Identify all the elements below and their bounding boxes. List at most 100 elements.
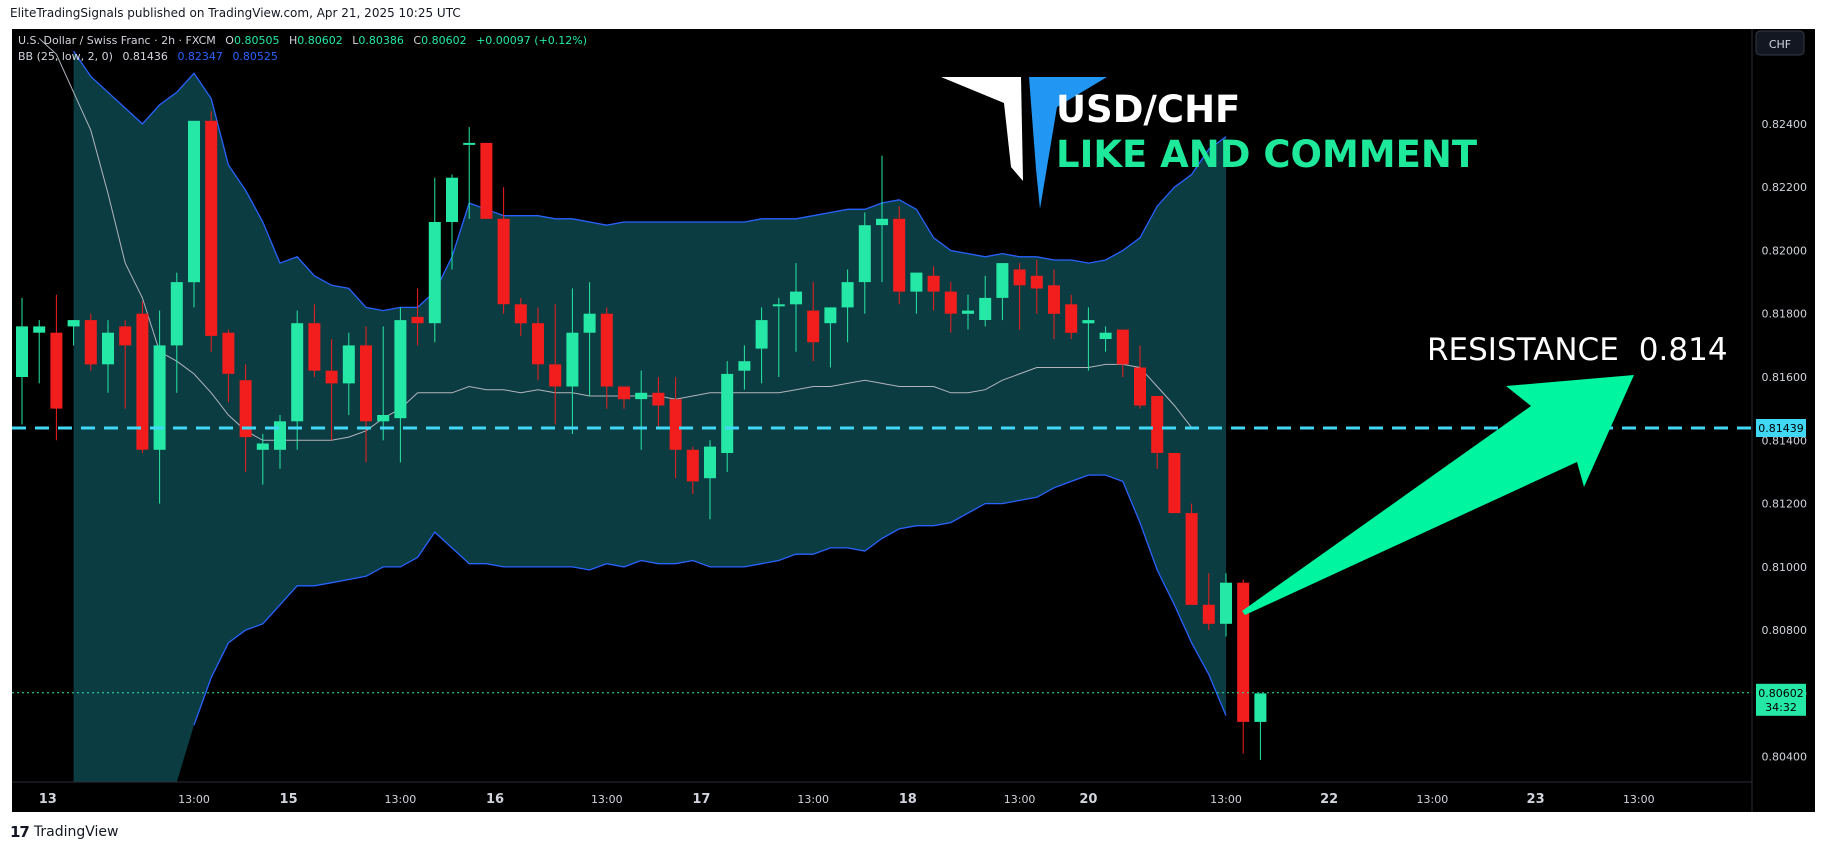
- candle-body: [1202, 604, 1215, 624]
- candle: [119, 320, 132, 409]
- footer-brand: 17 TradingView: [10, 823, 118, 841]
- candle: [1082, 307, 1095, 371]
- candle-body: [256, 443, 269, 450]
- time-tick-3: 13:00: [385, 793, 417, 806]
- candle: [1099, 326, 1112, 352]
- candle-body: [962, 310, 974, 314]
- candle-body: [600, 313, 613, 387]
- legend-bb-lower: 0.80525: [232, 50, 278, 63]
- time-tick-4: 16: [486, 792, 504, 807]
- candle-body: [755, 320, 768, 349]
- time-tick-12: 22: [1320, 792, 1338, 807]
- legend-bb-label: BB (25, low, 2, 0): [18, 50, 113, 63]
- candle: [463, 127, 476, 219]
- pair-title: USD/CHF: [1056, 88, 1240, 131]
- candle: [325, 339, 338, 441]
- bb-upper-line: [73, 50, 1227, 312]
- time-tick-15: 13:00: [1623, 793, 1655, 806]
- candle-body: [205, 120, 218, 336]
- trend-arrow-icon: [1242, 375, 1634, 615]
- candle: [1237, 579, 1250, 754]
- candle: [256, 434, 269, 485]
- legend-l-label: L: [352, 34, 359, 47]
- candle-body: [1151, 396, 1164, 453]
- price-tick-0.82200: 0.82200: [1762, 181, 1808, 194]
- candle: [428, 177, 441, 343]
- candle-body: [1030, 275, 1043, 289]
- candle-body: [618, 386, 630, 400]
- resistance-price-label: 0.81439: [1756, 419, 1806, 437]
- tradingview-logo-icon: 17: [10, 823, 30, 841]
- price-tick-0.81400: 0.81400: [1762, 434, 1808, 447]
- candle-body: [514, 304, 527, 324]
- candle-body: [119, 326, 132, 346]
- time-tick-7: 13:00: [797, 793, 829, 806]
- time-tick-6: 17: [692, 792, 710, 807]
- candle: [824, 307, 837, 368]
- candle-body: [463, 142, 476, 145]
- candle-body: [790, 291, 802, 305]
- candle: [635, 370, 648, 450]
- candle-body: [738, 361, 751, 371]
- price-tick-0.82000: 0.82000: [1762, 245, 1808, 258]
- candle-body: [549, 364, 562, 387]
- candle-body: [428, 222, 441, 324]
- chart-svg[interactable]: 0.82400 0.82200 0.82000 0.81800 0.81600 0.814…: [12, 29, 1815, 812]
- candle: [411, 288, 424, 346]
- candle-body: [377, 415, 390, 422]
- candle-body: [876, 218, 888, 226]
- candle: [876, 155, 888, 283]
- currency-label: CHF: [1769, 38, 1791, 51]
- candle: [1151, 396, 1164, 469]
- candle-body: [1048, 285, 1060, 314]
- publisher-logo-icon: [941, 77, 1107, 209]
- candle-body: [188, 120, 200, 283]
- candle: [1048, 269, 1060, 340]
- bb-basis-line: [38, 38, 1192, 441]
- candle: [858, 212, 871, 314]
- candle-body: [102, 332, 114, 365]
- candle: [669, 377, 682, 479]
- candle: [67, 320, 80, 346]
- candle: [1134, 345, 1146, 409]
- candle-body: [222, 332, 235, 374]
- legend-line-2: BB (25, low, 2, 0) 0.81436 0.82347 0.805…: [18, 50, 278, 63]
- candle-body: [1082, 320, 1095, 324]
- candle: [1013, 263, 1026, 330]
- candle: [342, 332, 355, 415]
- candle-body: [841, 282, 854, 308]
- annotations: [12, 375, 1752, 694]
- legend-symbol: U.S. Dollar / Swiss Franc · 2h · FXCM: [18, 34, 216, 47]
- candle: [497, 187, 510, 314]
- candles[interactable]: [16, 111, 1267, 760]
- candle-body: [170, 282, 183, 346]
- candle-body: [239, 380, 252, 438]
- candle-body: [291, 323, 304, 422]
- legend-bb-upper: 0.82347: [177, 50, 223, 63]
- candle: [772, 297, 785, 377]
- candle-body: [360, 345, 372, 422]
- time-tick-1: 13:00: [178, 793, 210, 806]
- candle-body: [721, 373, 734, 453]
- currency-button[interactable]: CHF: [1755, 30, 1805, 56]
- legend-l-value: 0.80386: [358, 34, 404, 47]
- candle-body: [497, 218, 510, 305]
- time-tick-8: 18: [899, 792, 917, 807]
- legend-c-label: C: [413, 34, 421, 47]
- svg-text:0.81439: 0.81439: [1758, 422, 1804, 435]
- candle: [996, 263, 1009, 321]
- candle-body: [996, 263, 1009, 298]
- candle: [84, 313, 97, 371]
- chart-area[interactable]: 0.82400 0.82200 0.82000 0.81800 0.81600 0.814…: [12, 29, 1815, 812]
- legend-o-value: 0.80505: [234, 34, 280, 47]
- candle: [153, 310, 166, 504]
- candle: [979, 275, 992, 327]
- legend-c-value: 0.80602: [421, 34, 467, 47]
- candle-body: [927, 275, 940, 292]
- candle-body: [67, 320, 80, 327]
- candle-body: [566, 332, 579, 387]
- candle-body: [274, 421, 286, 450]
- candle-body: [308, 323, 321, 371]
- candle-body: [1185, 513, 1198, 605]
- candle-body: [979, 297, 992, 320]
